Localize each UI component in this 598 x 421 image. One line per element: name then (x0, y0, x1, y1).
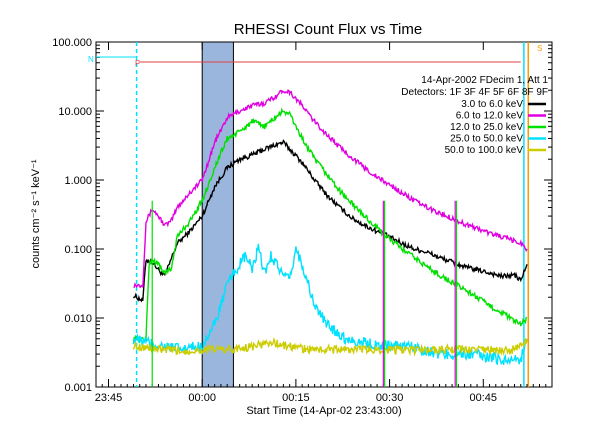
y-axis-label: counts cm⁻² s⁻¹ keV⁻¹ (30, 159, 42, 268)
series-line-2 (132, 107, 528, 344)
legend-label-1: 6.0 to 12.0 keV (456, 111, 524, 122)
marker-n-label: N (88, 55, 94, 64)
y-tick-label: 10.000 (58, 106, 92, 118)
series-line-0 (132, 139, 528, 303)
series-line-3 (132, 243, 528, 366)
x-tick-label: 00:45 (470, 392, 498, 404)
chart-title: RHESSI Count Flux vs Time (234, 21, 422, 38)
y-tick-label: 100.000 (52, 37, 92, 49)
plot-frame (95, 41, 553, 388)
legend-label-0: 3.0 to 6.0 keV (461, 99, 523, 110)
shaded-interval (201, 41, 234, 388)
series-line-1 (133, 89, 528, 289)
y-tick-label: 0.010 (64, 313, 92, 325)
marker-f-label: F (135, 59, 140, 68)
x-tick-label: 00:30 (376, 392, 404, 404)
y-tick-label: 1.000 (64, 175, 92, 187)
x-tick-label: 00:00 (188, 392, 216, 404)
y-tick-label: 0.001 (64, 382, 92, 394)
marker-s-label: S (537, 44, 542, 53)
info-line-date: 14-Apr-2002 FDecim 1, Att 1 (421, 75, 548, 86)
info-line-detectors: Detectors: 1F 3F 4F 5F 6F 8F 9F (401, 87, 548, 98)
legend-label-4: 50.0 to 100.0 keV (445, 145, 524, 156)
series-line-4 (132, 336, 528, 357)
x-axis-label: Start Time (14-Apr-02 23:43:00) (246, 405, 401, 417)
x-tick-label: 23:45 (95, 392, 123, 404)
legend-label-2: 12.0 to 25.0 keV (450, 122, 523, 133)
y-tick-label: 0.100 (64, 244, 92, 256)
legend-label-3: 25.0 to 50.0 keV (450, 134, 523, 145)
x-tick-label: 00:15 (282, 392, 310, 404)
